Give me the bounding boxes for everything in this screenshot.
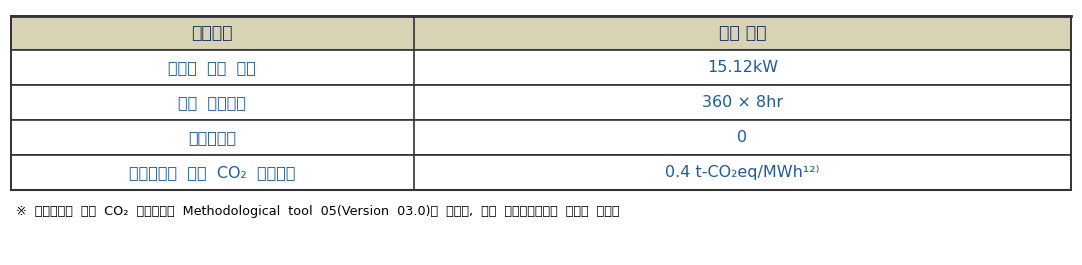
Text: 360 × 8hr: 360 × 8hr	[702, 95, 783, 110]
Text: 연간  운영시간: 연간 운영시간	[179, 95, 247, 110]
Bar	[11, 50, 1071, 85]
Bar	[11, 120, 1071, 155]
Bar	[11, 16, 1071, 50]
Bar	[11, 155, 1071, 190]
Bar	[11, 85, 1071, 120]
Text: 0.4 t-CO₂eq/MWh¹²⁾: 0.4 t-CO₂eq/MWh¹²⁾	[665, 165, 820, 180]
Text: 0: 0	[738, 130, 748, 145]
Text: 전력소비에  따른  CO₂  배출계수: 전력소비에 따른 CO₂ 배출계수	[129, 165, 295, 180]
Text: 매개변수: 매개변수	[192, 24, 233, 42]
Text: 송전손실율: 송전손실율	[188, 130, 236, 145]
Text: 15.12kW: 15.12kW	[707, 60, 778, 75]
Text: 산정 근거: 산정 근거	[718, 24, 766, 42]
Text: ※  전력소비에  따른  CO₂  배출계수는  Methodological  tool  05(Version  03.0)에  명시된,  기간  전력: ※ 전력소비에 따른 CO₂ 배출계수는 Methodological tool…	[16, 205, 620, 218]
Text: 태양광  설비  용량: 태양광 설비 용량	[169, 60, 256, 75]
